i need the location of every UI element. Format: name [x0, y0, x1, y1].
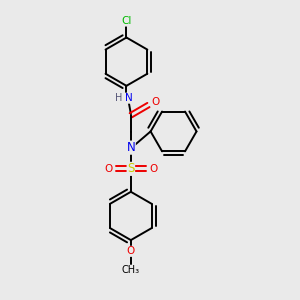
Text: Cl: Cl — [121, 16, 132, 26]
Text: O: O — [151, 97, 159, 107]
Text: H: H — [115, 93, 122, 103]
Text: N: N — [127, 141, 135, 154]
Text: S: S — [127, 162, 134, 175]
Text: O: O — [104, 164, 112, 174]
Text: CH₃: CH₃ — [122, 265, 140, 275]
Text: O: O — [149, 164, 158, 174]
Text: N: N — [125, 93, 133, 103]
Text: O: O — [127, 246, 135, 256]
